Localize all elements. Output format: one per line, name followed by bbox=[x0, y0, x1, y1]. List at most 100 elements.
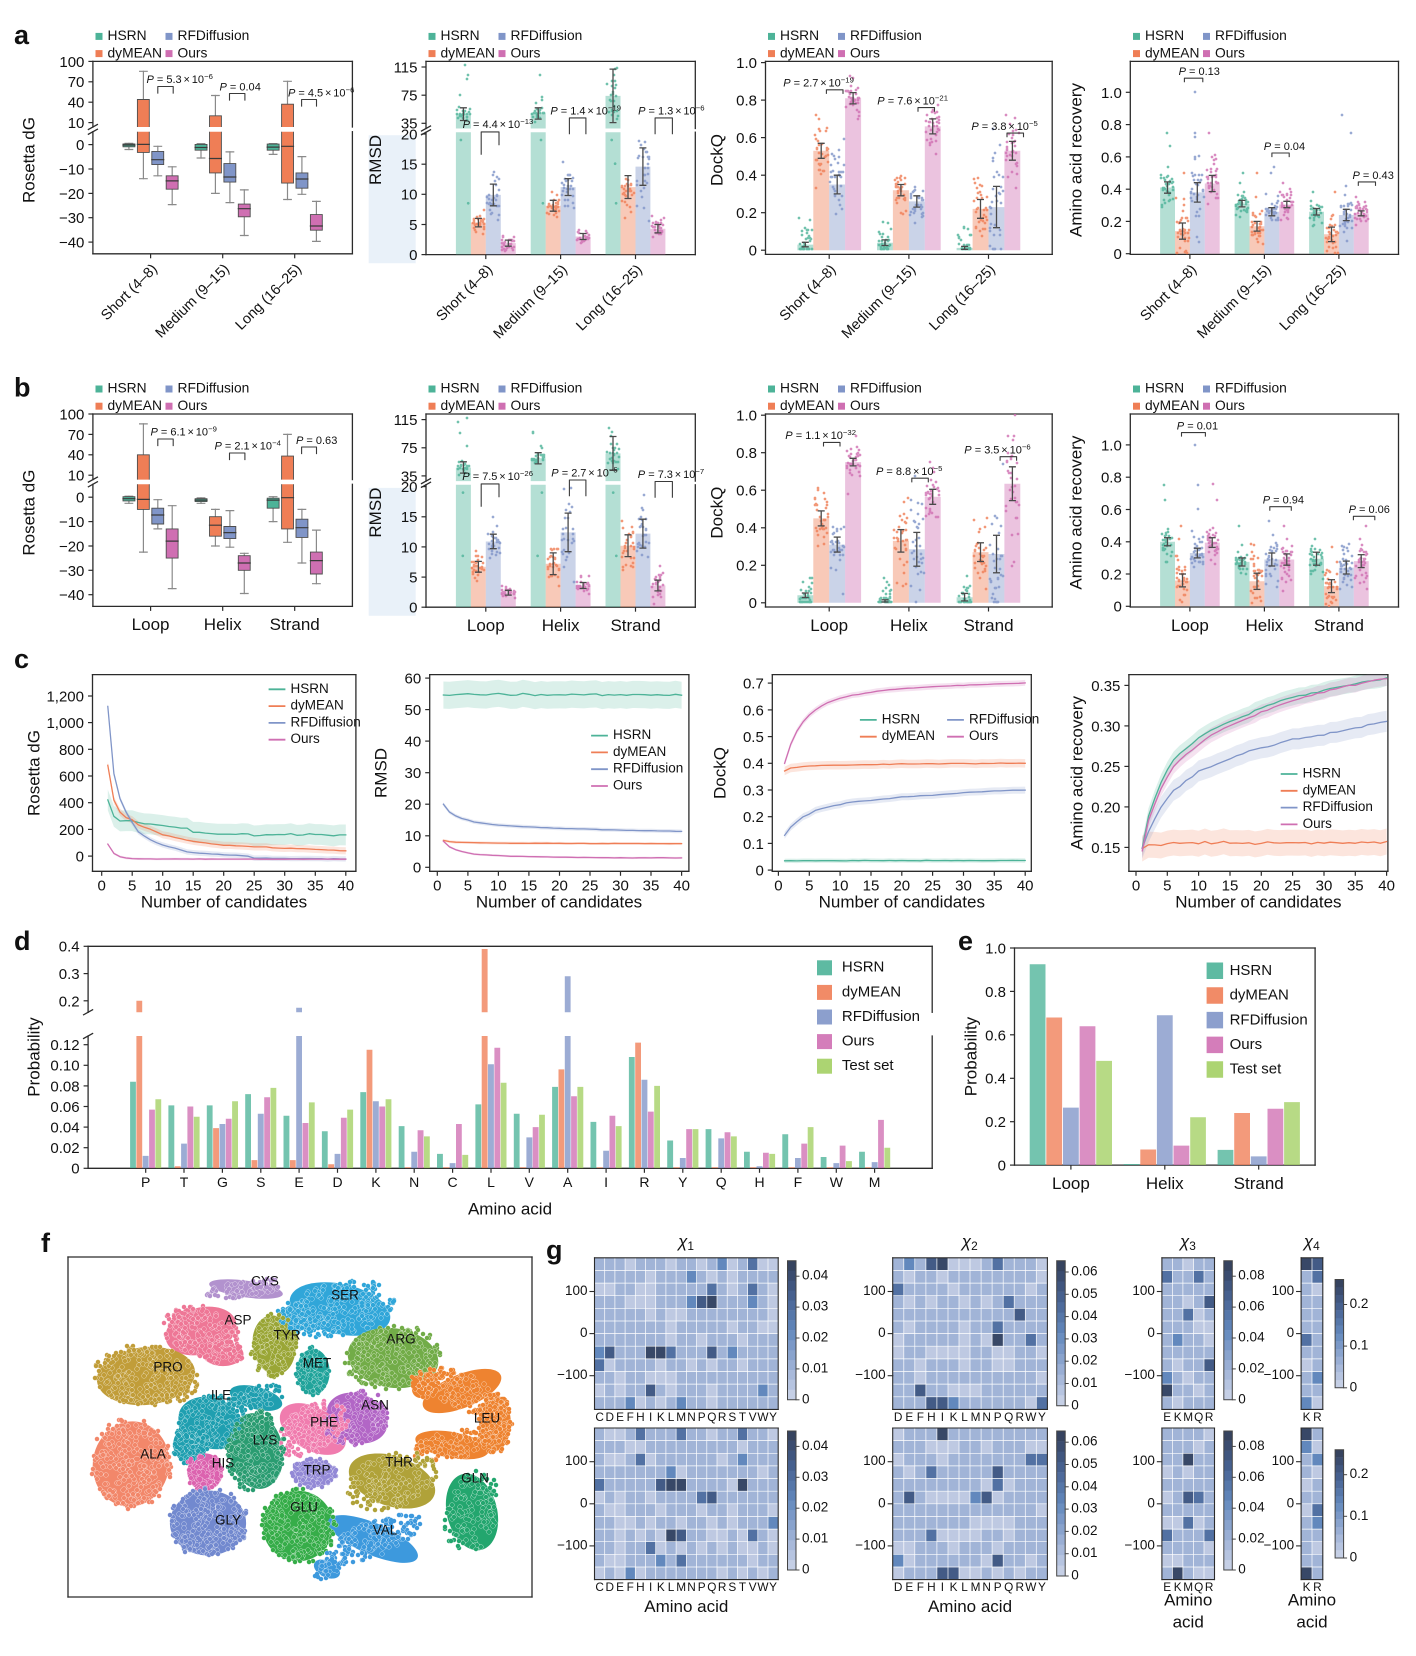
svg-text:C: C bbox=[595, 1410, 604, 1424]
svg-text:Ours: Ours bbox=[1215, 45, 1245, 60]
svg-text:RMSD: RMSD bbox=[366, 135, 385, 185]
svg-text:Ours: Ours bbox=[511, 45, 541, 60]
svg-text:10: 10 bbox=[154, 878, 171, 895]
svg-text:0: 0 bbox=[580, 1495, 588, 1510]
svg-text:DockQ: DockQ bbox=[707, 134, 726, 186]
svg-text:800: 800 bbox=[59, 742, 84, 759]
svg-text:0: 0 bbox=[1113, 599, 1121, 616]
svg-text:0.2: 0.2 bbox=[1101, 567, 1122, 584]
svg-text:20: 20 bbox=[551, 878, 568, 895]
svg-text:10: 10 bbox=[1190, 878, 1207, 895]
svg-text:RFDiffusion: RFDiffusion bbox=[850, 381, 922, 396]
svg-text:Ours: Ours bbox=[291, 731, 321, 746]
svg-text:0.05: 0.05 bbox=[1071, 1456, 1097, 1471]
svg-text:100: 100 bbox=[1272, 1453, 1295, 1468]
svg-text:0.03: 0.03 bbox=[802, 1299, 828, 1314]
svg-text:20: 20 bbox=[215, 878, 232, 895]
svg-text:Amino: Amino bbox=[1288, 1591, 1336, 1610]
svg-text:K: K bbox=[950, 1410, 958, 1424]
svg-text:0.35: 0.35 bbox=[1091, 678, 1120, 695]
svg-text:35: 35 bbox=[986, 878, 1003, 895]
svg-text:P = 1.4×10−19: P = 1.4 × 10−19 bbox=[550, 104, 621, 118]
svg-text:20: 20 bbox=[405, 797, 422, 814]
svg-text:E: E bbox=[1163, 1410, 1171, 1424]
svg-text:χ1: χ1 bbox=[676, 1232, 694, 1253]
svg-text:R: R bbox=[1313, 1580, 1322, 1594]
svg-text:−100: −100 bbox=[855, 1537, 885, 1552]
svg-text:HSRN: HSRN bbox=[441, 28, 480, 43]
svg-text:W: W bbox=[757, 1580, 769, 1594]
svg-text:0.15: 0.15 bbox=[1091, 840, 1120, 857]
svg-text:35: 35 bbox=[307, 878, 324, 895]
svg-text:−100: −100 bbox=[557, 1367, 587, 1382]
svg-text:HSRN: HSRN bbox=[1145, 381, 1184, 396]
svg-text:−100: −100 bbox=[855, 1367, 885, 1382]
svg-text:PHE: PHE bbox=[310, 1415, 338, 1430]
svg-text:S: S bbox=[728, 1410, 736, 1424]
svg-text:Loop: Loop bbox=[132, 615, 170, 634]
svg-text:0.02: 0.02 bbox=[50, 1140, 79, 1157]
svg-text:P: P bbox=[994, 1410, 1002, 1424]
svg-text:0: 0 bbox=[998, 1158, 1006, 1175]
svg-text:Q: Q bbox=[716, 1174, 727, 1190]
svg-text:V: V bbox=[749, 1410, 757, 1424]
svg-text:TRP: TRP bbox=[304, 1463, 331, 1478]
svg-text:SER: SER bbox=[331, 1288, 359, 1303]
svg-text:S: S bbox=[256, 1174, 265, 1190]
svg-text:0.10: 0.10 bbox=[50, 1058, 79, 1075]
svg-text:N: N bbox=[687, 1410, 696, 1424]
svg-text:P = 4.4×10−13: P = 4.4 × 10−13 bbox=[463, 117, 534, 131]
svg-text:0.4: 0.4 bbox=[59, 939, 80, 956]
svg-text:Q: Q bbox=[707, 1580, 716, 1594]
svg-text:K: K bbox=[950, 1580, 958, 1594]
svg-text:Ours: Ours bbox=[613, 778, 643, 793]
svg-text:0.30: 0.30 bbox=[1091, 718, 1120, 735]
svg-text:0.8: 0.8 bbox=[1101, 117, 1122, 134]
svg-text:−10: −10 bbox=[59, 514, 84, 531]
svg-text:P = 0.06: P = 0.06 bbox=[1349, 504, 1390, 516]
svg-text:0: 0 bbox=[1071, 1397, 1079, 1412]
svg-text:20: 20 bbox=[893, 878, 910, 895]
svg-text:L: L bbox=[487, 1174, 495, 1190]
svg-text:0.6: 0.6 bbox=[736, 483, 757, 500]
svg-text:Helix: Helix bbox=[890, 616, 928, 635]
svg-text:200: 200 bbox=[59, 822, 84, 839]
svg-text:Y: Y bbox=[1038, 1580, 1046, 1594]
svg-text:dyMEAN: dyMEAN bbox=[441, 398, 495, 413]
svg-text:Rosetta dG: Rosetta dG bbox=[19, 117, 38, 203]
svg-text:0: 0 bbox=[802, 1562, 810, 1577]
svg-text:M: M bbox=[1183, 1580, 1193, 1594]
svg-text:M: M bbox=[676, 1580, 686, 1594]
svg-text:N: N bbox=[982, 1410, 991, 1424]
svg-text:P = 3.5×10−6: P = 3.5 × 10−6 bbox=[964, 442, 1030, 456]
svg-text:1.0: 1.0 bbox=[736, 55, 757, 72]
svg-text:40: 40 bbox=[1017, 878, 1034, 895]
svg-text:Probability: Probability bbox=[24, 1017, 43, 1097]
svg-text:0: 0 bbox=[1132, 878, 1140, 895]
svg-text:χ4: χ4 bbox=[1302, 1232, 1320, 1253]
svg-text:1.0: 1.0 bbox=[736, 408, 757, 425]
svg-text:0.2: 0.2 bbox=[59, 993, 80, 1010]
svg-text:15: 15 bbox=[185, 878, 202, 895]
svg-text:0.6: 0.6 bbox=[736, 130, 757, 147]
svg-text:0.08: 0.08 bbox=[50, 1078, 79, 1095]
svg-text:RMSD: RMSD bbox=[371, 748, 390, 798]
svg-text:−10: −10 bbox=[59, 161, 84, 178]
svg-text:d: d bbox=[14, 926, 31, 956]
svg-text:25: 25 bbox=[246, 878, 263, 895]
svg-text:RFDiffusion: RFDiffusion bbox=[1215, 381, 1287, 396]
svg-text:P = 2.1×10−4: P = 2.1 × 10−4 bbox=[215, 439, 282, 453]
svg-text:Amino acid: Amino acid bbox=[644, 1597, 728, 1616]
svg-text:0: 0 bbox=[755, 863, 763, 880]
svg-text:−100: −100 bbox=[1124, 1537, 1154, 1552]
svg-text:acid: acid bbox=[1173, 1612, 1204, 1631]
svg-text:GLU: GLU bbox=[290, 1500, 318, 1515]
svg-text:R: R bbox=[1313, 1410, 1322, 1424]
svg-text:100: 100 bbox=[565, 1453, 588, 1468]
svg-text:P: P bbox=[698, 1580, 706, 1594]
svg-text:15: 15 bbox=[401, 157, 418, 174]
svg-text:L: L bbox=[961, 1580, 968, 1594]
svg-text:0.5: 0.5 bbox=[743, 729, 764, 746]
svg-text:100: 100 bbox=[59, 406, 84, 423]
svg-text:0: 0 bbox=[76, 137, 84, 154]
